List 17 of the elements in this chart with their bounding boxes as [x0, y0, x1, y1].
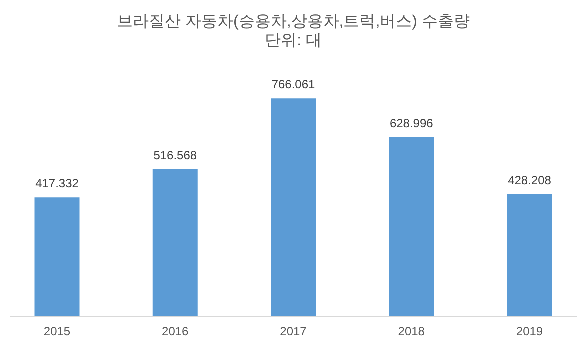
x-tick-label: 2017	[280, 324, 308, 338]
x-tick-label: 2016	[162, 324, 190, 338]
data-label: 628.996	[390, 116, 434, 131]
x-tick-label: 2018	[398, 324, 426, 338]
data-label: 766.061	[272, 78, 316, 92]
bar	[389, 138, 434, 316]
x-tick-label: 2015	[44, 324, 71, 338]
data-label: 428.208	[508, 173, 552, 188]
x-tick-label: 2019	[516, 324, 544, 338]
data-label: 417.332	[36, 176, 80, 191]
bar	[34, 198, 80, 316]
data-label: 516.568	[154, 148, 198, 162]
bar	[271, 98, 316, 316]
chart-title: 브라질산 자동차(승용차,상용차,트럭,버스) 수출량	[117, 14, 470, 31]
bar	[152, 169, 198, 316]
chart-subtitle: 단위: 대	[265, 32, 322, 50]
bar	[507, 194, 552, 316]
